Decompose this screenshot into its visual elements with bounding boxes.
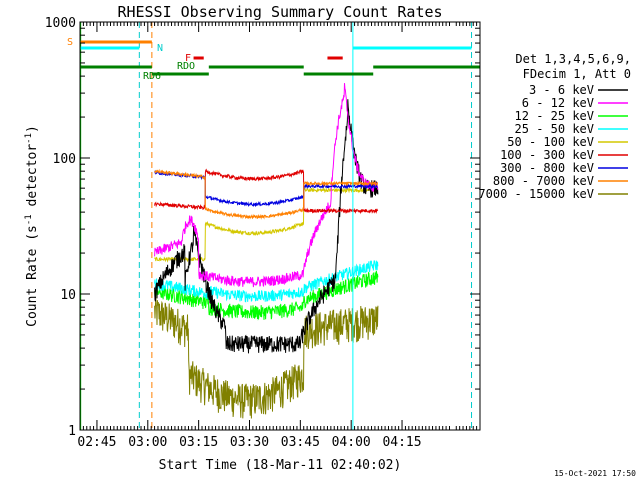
legend-header-line-1: Det 1,3,4,5,6,9, bbox=[515, 52, 631, 66]
x-tick-label: 04:15 bbox=[382, 435, 421, 450]
flag-label-rdo: RDO bbox=[177, 61, 195, 72]
legend-entry-label: 12 - 25 keV bbox=[515, 109, 594, 123]
flag-label-f: F bbox=[185, 53, 191, 64]
x-tick-label: 03:30 bbox=[230, 435, 269, 450]
flag-layer bbox=[80, 40, 480, 76]
x-tick-label: 04:00 bbox=[332, 435, 371, 450]
x-tick-label: 03:00 bbox=[128, 435, 167, 450]
series-line-6-12-kev bbox=[154, 83, 379, 288]
y-tick-label: 100 bbox=[53, 152, 76, 167]
chart-title: RHESSI Observing Summary Count Rates bbox=[117, 3, 442, 21]
series-layer bbox=[154, 83, 379, 419]
y-tick-label: 10 bbox=[60, 288, 76, 303]
legend-entry-label: 800 - 7000 keV bbox=[493, 174, 594, 188]
x-tick-label: 03:45 bbox=[281, 435, 320, 450]
x-axis-label: Start Time (18-Mar-11 02:40:02) bbox=[159, 458, 402, 473]
legend-entry-label: 300 - 800 keV bbox=[500, 161, 594, 175]
legend-entry-label: 7000 - 15000 keV bbox=[478, 187, 594, 201]
y-tick-label: 1 bbox=[68, 424, 76, 439]
tick-layer: 02:45 03:00 03:15 03:30 03:45 04:00 04:15 1 10 10… bbox=[45, 16, 480, 450]
flag-label-n: N bbox=[157, 43, 163, 54]
legend-entry-label: 3 - 6 keV bbox=[529, 83, 594, 97]
series-line-100-300-kev bbox=[154, 168, 379, 215]
footer-timestamp: 15-Oct-2021 17:50 bbox=[554, 469, 636, 478]
legend-entry-label: 50 - 100 keV bbox=[507, 135, 594, 149]
flag-label-s: S bbox=[67, 37, 73, 48]
series-line-12-25-kev bbox=[154, 270, 379, 321]
marker-layer bbox=[80, 22, 473, 430]
series-line-800-7000-kev bbox=[154, 168, 379, 220]
x-tick-label: 02:45 bbox=[77, 435, 116, 450]
x-tick-label: 03:15 bbox=[179, 435, 218, 450]
y-tick-label: 1000 bbox=[45, 16, 76, 31]
y-axis-label: Count Rate (s-1 detector-1) bbox=[24, 125, 40, 327]
series-line-7000-15000-kev bbox=[154, 296, 379, 419]
legend-entry-label: 25 - 50 keV bbox=[515, 122, 594, 136]
legend-entry-label: 6 - 12 keV bbox=[522, 96, 594, 110]
legend-header-line-2: FDecim 1, Att 0 bbox=[523, 67, 631, 81]
series-line-25-50-kev bbox=[154, 260, 379, 303]
legend-entry-label: 100 - 300 keV bbox=[500, 148, 594, 162]
flag-label-rd6: RD6 bbox=[143, 71, 161, 82]
